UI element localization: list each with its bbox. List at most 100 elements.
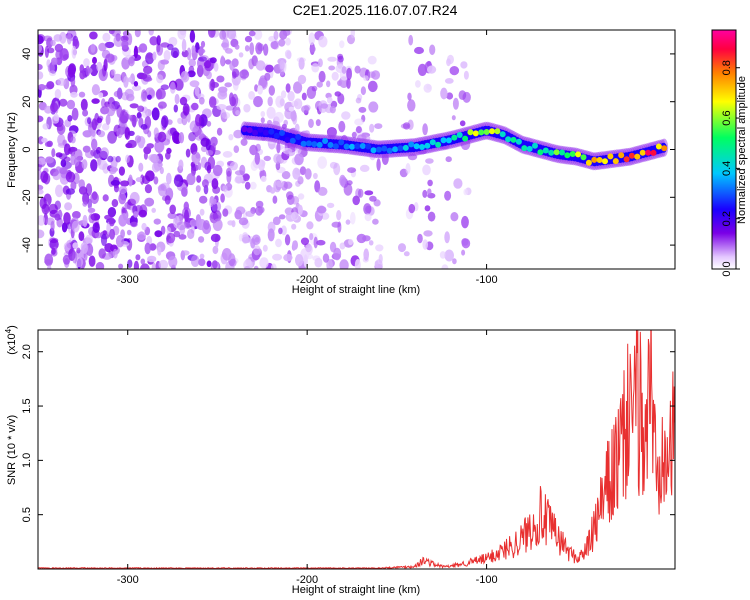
noise-blob xyxy=(257,43,265,52)
noise-blob xyxy=(112,73,123,82)
x-tick-label: -200 xyxy=(296,574,318,586)
noise-blob xyxy=(286,191,294,200)
noise-blob xyxy=(198,114,208,127)
noise-blob xyxy=(191,45,196,54)
noise-blob xyxy=(425,158,434,164)
noise-blob xyxy=(135,254,141,261)
noise-blob xyxy=(161,115,169,128)
noise-blob xyxy=(48,203,58,215)
noise-blob xyxy=(169,127,177,136)
noise-blob xyxy=(72,242,79,250)
noise-blob xyxy=(212,260,218,269)
noise-blob xyxy=(143,65,153,75)
noise-blob xyxy=(144,184,152,194)
ridge-core xyxy=(623,156,630,163)
noise-blob xyxy=(363,248,370,261)
noise-blob xyxy=(274,111,284,124)
noise-blob xyxy=(333,247,342,261)
noise-blob xyxy=(373,199,381,207)
noise-blob xyxy=(336,210,342,221)
colorbar-ticks: 0.0 0.2 0.4 0.6 0.8 xyxy=(721,60,740,277)
noise-blob xyxy=(225,59,232,65)
noise-blob xyxy=(64,202,73,211)
noise-blob xyxy=(280,90,287,99)
noise-blob xyxy=(159,166,164,175)
noise-blob xyxy=(369,123,375,133)
noise-blob xyxy=(317,186,328,196)
x-tick-label: -100 xyxy=(476,274,498,286)
noise-blob xyxy=(196,175,202,183)
snr-series-line xyxy=(38,330,675,569)
y-tick-label: 1.5 xyxy=(21,398,33,413)
noise-blob xyxy=(260,117,265,124)
noise-blob xyxy=(422,123,428,136)
y-tick-label: 0 xyxy=(21,146,33,152)
ridge-core xyxy=(483,129,490,135)
noise-blob xyxy=(295,254,304,267)
noise-blob xyxy=(67,64,76,78)
noise-blob xyxy=(174,93,180,105)
noise-blob xyxy=(459,120,466,127)
noise-blob xyxy=(102,32,111,42)
noise-blob xyxy=(49,237,59,244)
x-tick-label: -300 xyxy=(117,274,139,286)
noise-blob xyxy=(422,189,428,198)
noise-blob xyxy=(244,45,250,52)
ridge-core xyxy=(241,126,248,133)
noise-blob xyxy=(405,163,411,175)
noise-blob xyxy=(460,61,468,69)
noise-blob xyxy=(199,253,205,259)
noise-blob xyxy=(200,137,210,147)
noise-blob xyxy=(102,123,110,131)
snr-panel: -300 -200 -100 0.5 1.0 1.5 2.0 Height of stra… xyxy=(4,325,676,596)
noise-blob xyxy=(131,85,142,91)
noise-blob xyxy=(59,98,68,107)
ridge-core xyxy=(542,147,549,154)
noise-blob xyxy=(118,192,127,205)
noise-blob xyxy=(354,65,361,74)
ridge-core xyxy=(639,149,646,156)
noise-blob xyxy=(224,82,232,88)
ridge-core xyxy=(618,152,625,159)
noise-blob xyxy=(427,211,436,222)
noise-blob xyxy=(149,36,159,46)
noise-blob xyxy=(138,72,148,80)
noise-blob xyxy=(89,31,98,40)
noise-blob xyxy=(283,253,293,262)
noise-blob xyxy=(176,221,187,231)
noise-blob xyxy=(254,152,260,165)
noise-blob xyxy=(46,81,55,90)
noise-blob xyxy=(222,185,228,193)
chart-title: C2E1.2025.116.07.07.R24 xyxy=(292,2,458,18)
noise-blob xyxy=(58,153,68,160)
noise-blob xyxy=(364,213,372,222)
noise-blob xyxy=(134,30,141,38)
noise-blob xyxy=(198,236,205,243)
noise-blob xyxy=(427,179,433,187)
noise-blob xyxy=(260,111,266,118)
noise-blob xyxy=(213,62,219,72)
noise-blob xyxy=(63,212,71,225)
noise-blob xyxy=(191,164,196,177)
noise-blob xyxy=(445,156,452,163)
noise-blob xyxy=(103,58,108,72)
noise-blob xyxy=(107,130,117,144)
noise-blob xyxy=(82,214,88,228)
noise-blob xyxy=(92,56,97,65)
noise-blob xyxy=(91,138,98,151)
noise-blob xyxy=(138,140,145,149)
spectrogram-y-label: Frequency (Hz) xyxy=(6,112,18,188)
noise-blob xyxy=(225,105,235,111)
noise-blob xyxy=(79,64,85,74)
noise-blob xyxy=(327,96,333,104)
noise-blob xyxy=(90,149,97,157)
noise-blob xyxy=(42,123,50,130)
noise-blob xyxy=(124,127,131,140)
noise-blob xyxy=(367,80,378,93)
noise-blob xyxy=(57,77,66,86)
noise-blob xyxy=(44,156,54,164)
ridge-core xyxy=(650,149,657,156)
ridge-core xyxy=(408,141,415,148)
ridge-core xyxy=(580,154,587,161)
noise-blob xyxy=(102,194,109,202)
